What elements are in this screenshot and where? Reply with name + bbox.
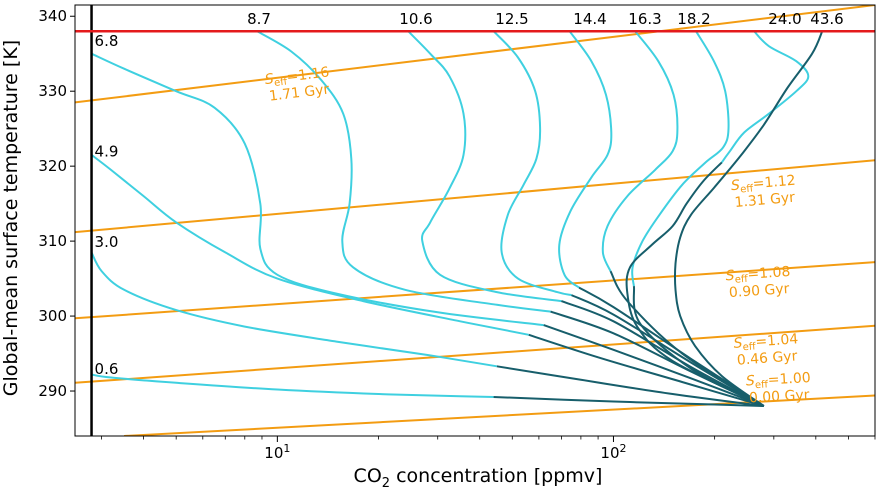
y-tick-label: 310 [38,232,67,250]
x-tick-label: 102 [600,442,626,462]
series-dark-10-6 [561,300,765,407]
series-light-12-5 [492,30,572,297]
top-label-43-6: 43.6 [810,10,843,28]
series-dark-43-6 [673,30,824,407]
seff-label-1-04: Seff=1.040.46 Gyr [733,331,799,368]
series-dark-16-3 [609,270,765,407]
seff-age-label: 0.90 Gyr [728,281,790,301]
series-light-24-0 [720,30,810,163]
series-dark-4-9 [528,333,765,407]
seff-line-1-08 [75,261,875,320]
plot-frame [74,4,876,437]
y-tick-label: 330 [38,82,67,100]
series-light-3-0 [90,251,498,368]
seff-line-1-16 [75,5,875,104]
series-light-6-8 [91,52,544,327]
seff-value-label: Seff=1.16 [264,64,331,90]
x-axis-title-sub: 2 [382,476,390,488]
series-light-18-2 [631,30,730,287]
top-label-10-6: 10.6 [399,10,432,28]
left-label-4-9: 4.9 [95,142,119,160]
top-label-8-7: 8.7 [247,10,271,28]
seff-age-label: 1.71 Gyr [268,82,330,105]
y-tick-label: 340 [38,7,67,25]
series-dark-3-0 [496,365,764,407]
seff-lines [75,5,875,436]
series-lines [90,30,824,407]
seff-value-label: Seff=1.08 [725,264,791,286]
top-label-18-2: 18.2 [677,10,710,28]
y-tick-label: 300 [38,307,67,325]
y-axis-ticks: 290 300 310 320 330 340 [38,7,75,400]
seff-value-label: Seff=1.00 [745,370,811,391]
x-tick-label: 101 [264,442,290,462]
seff-label-1-12: Seff=1.121.31 Gyr [730,173,796,211]
seff-line-1-04 [75,324,875,384]
series-dark-6-8 [543,324,765,407]
x-axis-title-rest: concentration [ppmv] [390,465,602,487]
series-light-14-4 [558,30,613,289]
x-axis-ticks: 101 102 [101,436,876,462]
left-label-3-0: 3.0 [95,233,119,251]
series-light-16-3 [601,30,679,272]
series-light-8-7 [256,30,551,313]
reference-lines [75,5,875,436]
y-tick-label: 320 [38,157,67,175]
seff-label-1-08: Seff=1.080.90 Gyr [725,264,791,301]
seff-value-label: Seff=1.12 [730,173,796,197]
y-tick-label: 290 [38,382,67,400]
top-label-24-0: 24.0 [768,10,801,28]
top-label-12-5: 12.5 [495,10,528,28]
seff-label-1-00: Seff=1.000.00 Gyr [745,370,811,406]
series-dark-24-0 [625,161,765,407]
series-light-0-6 [91,373,494,398]
seff-value-label: Seff=1.04 [733,331,799,354]
series-dark-0-6 [493,396,764,407]
top-label-16-3: 16.3 [628,10,661,28]
y-axis-title: Global-mean surface temperature [K] [0,40,22,396]
series-light-10-6 [407,30,562,303]
seff-age-label: 0.00 Gyr [749,387,811,406]
seff-line-1-12 [75,159,875,234]
x-axis-title: CO2 concentration [ppmv] [354,465,603,488]
top-label-14-4: 14.4 [573,10,606,28]
x-axis-title-main: CO [354,465,382,487]
seff-label-1-16: Seff=1.161.71 Gyr [264,64,331,105]
left-label-0-6: 0.6 [95,360,119,378]
seff-age-label: 1.31 Gyr [734,190,796,211]
left-label-6-8: 6.8 [95,32,119,50]
series-light-4-9 [90,154,529,336]
seff-age-label: 0.46 Gyr [736,348,798,368]
